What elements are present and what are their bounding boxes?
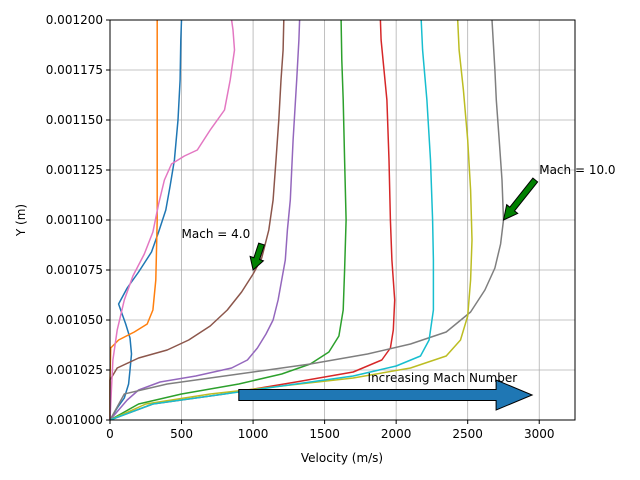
y-tick-label: 0.001050 [46,313,103,327]
y-axis-label: Y (m) [14,204,28,237]
y-tick-label: 0.001075 [46,263,103,277]
series-line [109,19,505,421]
y-tick-label: 0.001175 [46,63,103,77]
mach4-arrow [249,242,266,271]
series-line [109,19,183,421]
series-line [109,20,158,420]
x-tick-label: 3000 [524,427,555,441]
big-arrow [238,379,534,411]
x-tick-label: 2000 [381,427,412,441]
series-lines [109,19,505,421]
x-tick-label: 500 [170,427,193,441]
y-tick-label: 0.001000 [46,413,103,427]
y-tick-label: 0.001200 [46,13,103,27]
x-ticks: 0 500 1000 1500 2000 2500 3000 [106,420,555,441]
annotation-mach-4: Mach = 4.0 [182,227,251,241]
annotations: Increasing Mach Number Mach = 4.0 Mach =… [182,163,616,411]
y-tick-label: 0.001025 [46,363,103,377]
x-tick-label: 0 [106,427,114,441]
series-line [109,19,347,421]
y-tick-label: 0.001125 [46,163,103,177]
series-line [109,19,301,421]
annotation-mach-10: Mach = 10.0 [539,163,615,177]
x-tick-label: 2500 [452,427,483,441]
mach10-arrow [502,177,539,221]
y-tick-label: 0.001150 [46,113,103,127]
x-axis-label: Velocity (m/s) [301,451,383,465]
annotation-increasing-mach: Increasing Mach Number [368,371,518,385]
x-tick-label: 1500 [309,427,340,441]
y-ticks: 0.001000 0.001025 0.001050 0.001075 0.001100… [46,13,110,427]
x-tick-label: 1000 [238,427,269,441]
series-line [109,19,285,420]
y-tick-label: 0.001100 [46,213,103,227]
series-line [109,19,236,421]
